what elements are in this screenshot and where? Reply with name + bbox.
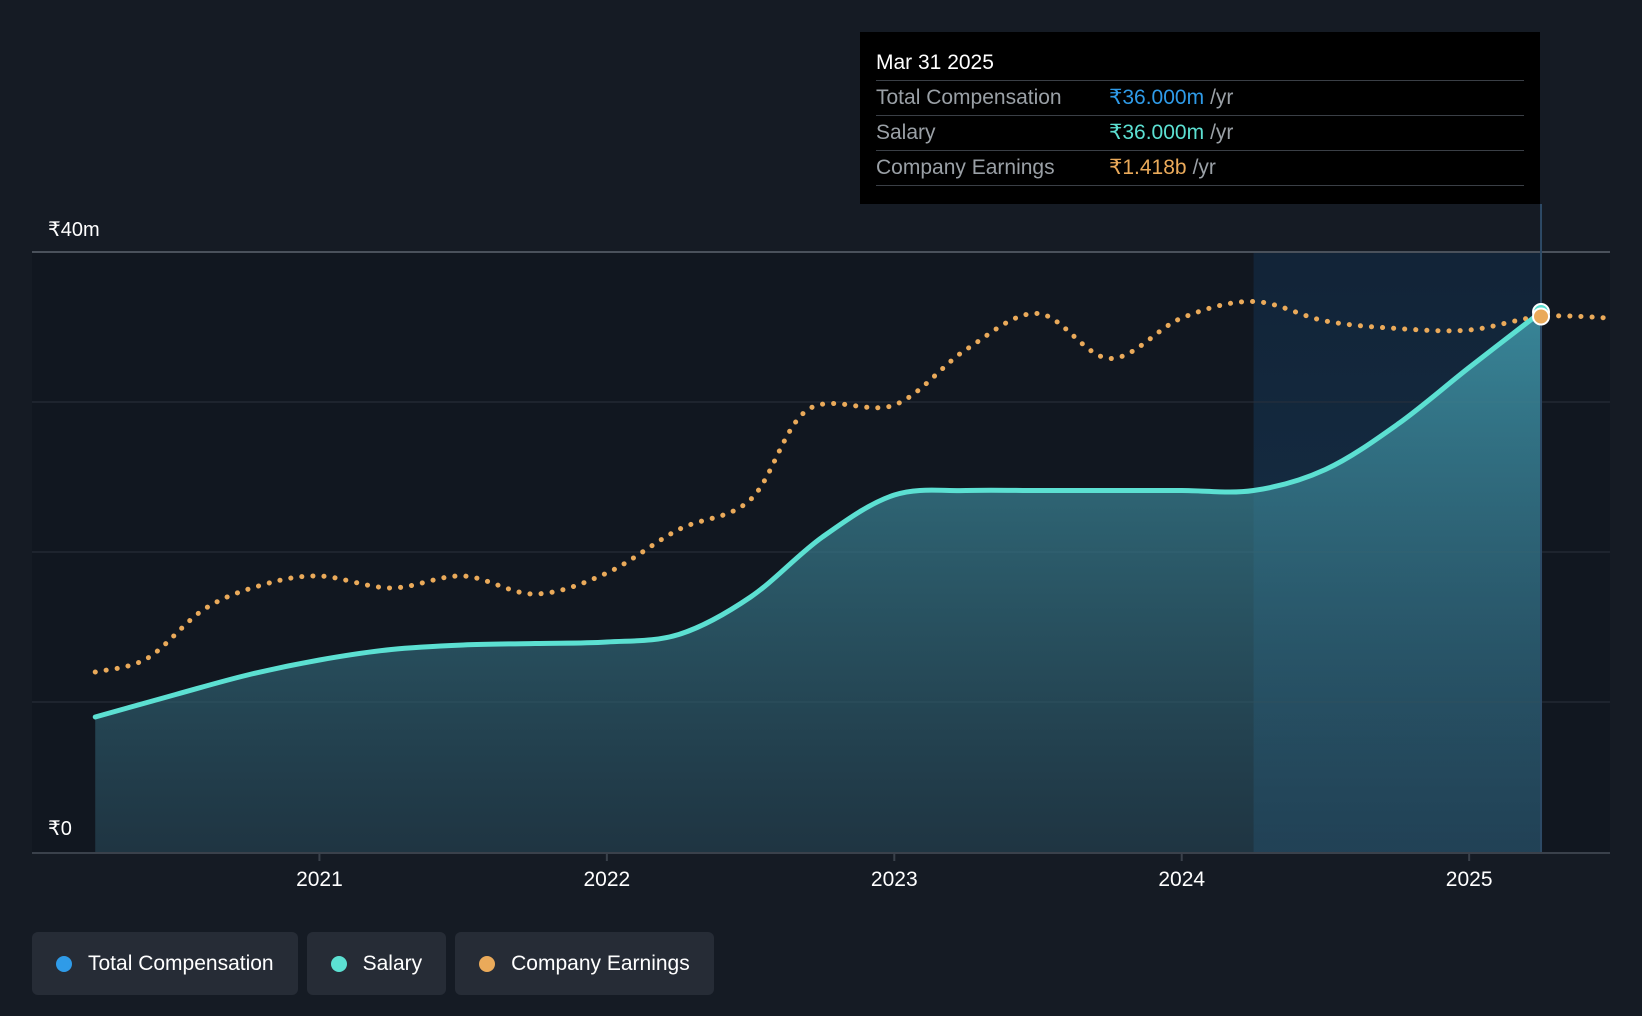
salary-area: [95, 312, 1542, 852]
y-tick-top: ₹40m: [48, 219, 100, 241]
tooltip-unit: /yr: [1210, 86, 1234, 109]
legend-item-salary[interactable]: Salary: [306, 932, 447, 995]
tooltip-label: Company Earnings: [876, 156, 1055, 179]
tooltip-value: ₹1.418b: [1109, 156, 1187, 179]
x-tick-label: 2024: [1158, 868, 1205, 891]
x-tick-label: 2022: [584, 868, 631, 891]
tooltip-row-total-compensation: Total Compensation ₹36.000m /yr: [876, 81, 1524, 116]
tooltip: Mar 31 2025 Total Compensation ₹36.000m …: [860, 32, 1540, 204]
legend-label: Company Earnings: [511, 951, 690, 975]
legend-item-company-earnings[interactable]: Company Earnings: [455, 932, 714, 995]
tooltip-row-salary: Salary ₹36.000m /yr: [876, 116, 1524, 151]
tooltip-date: Mar 31 2025: [876, 46, 1524, 81]
legend-dot-icon: [479, 955, 496, 972]
legend-label: Total Compensation: [88, 951, 274, 975]
tooltip-unit: /yr: [1192, 156, 1216, 179]
earnings-marker: [1532, 307, 1551, 326]
x-tick-label: 2021: [296, 868, 343, 891]
tooltip-row-company-earnings: Company Earnings ₹1.418b /yr: [876, 151, 1524, 186]
legend-dot-icon: [56, 955, 72, 972]
tooltip-label: Total Compensation: [876, 86, 1062, 109]
x-tick-label: 2023: [871, 868, 918, 891]
tooltip-unit: /yr: [1210, 121, 1234, 144]
tooltip-value: ₹36.000m: [1109, 86, 1205, 109]
tooltip-label: Salary: [876, 121, 936, 144]
legend-dot-icon: [330, 955, 347, 972]
legend-label: Salary: [362, 951, 423, 975]
y-tick-bottom: ₹0: [48, 818, 72, 840]
tooltip-value: ₹36.000m: [1109, 121, 1205, 144]
salary-line: [92, 309, 1544, 720]
legend: Total Compensation Salary Company Earnin…: [32, 932, 714, 995]
legend-item-total-compensation[interactable]: Total Compensation: [32, 932, 298, 995]
x-tick-label: 2025: [1446, 868, 1493, 891]
earnings-line: [92, 298, 1613, 675]
